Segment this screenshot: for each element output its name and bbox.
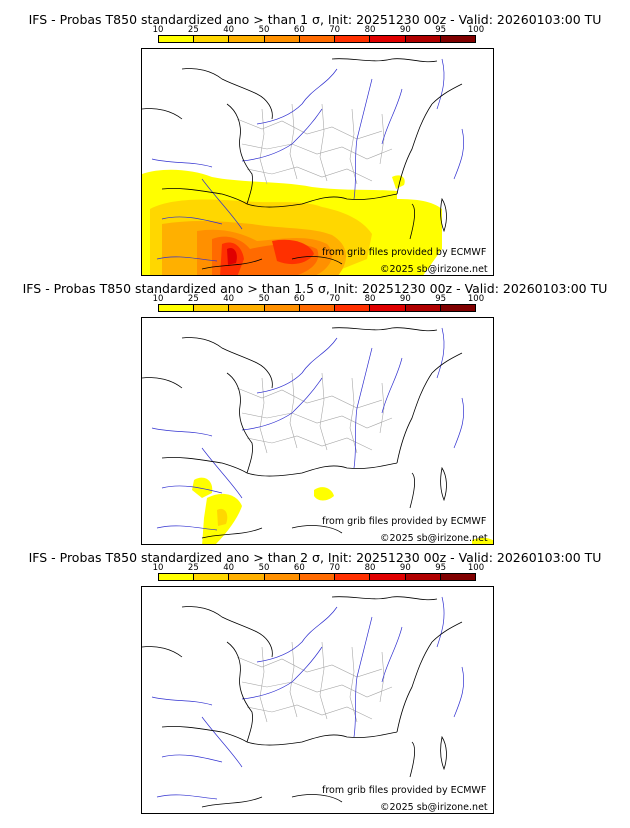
colorbar: 10 25 40 50 60 70 80 90 95 100 [153, 25, 485, 47]
colorbar-swatch [370, 305, 406, 311]
map-3: from grib files provided by ECMWF ©2025 … [141, 586, 494, 814]
colorbar-tick-label: 90 [399, 25, 411, 35]
credit-source: from grib files provided by ECMWF [322, 785, 487, 796]
colorbar-swatch [370, 574, 406, 580]
credit-copyright: ©2025 sb@irizone.net [380, 533, 488, 544]
colorbar-tick-label: 60 [293, 25, 305, 35]
colorbar-tick-label: 95 [435, 563, 447, 573]
colorbar-tick-label: 10 [152, 563, 164, 573]
colorbar-tick-label: 80 [364, 25, 376, 35]
colorbar-swatch [264, 305, 300, 311]
colorbar-tick-label: 100 [467, 294, 485, 304]
colorbar-swatch [159, 305, 195, 311]
colorbar-tick-label: 100 [467, 563, 485, 573]
colorbar-tick-label: 95 [435, 294, 447, 304]
colorbar-tick-label: 90 [399, 294, 411, 304]
colorbar-tick-label: 40 [223, 25, 235, 35]
colorbar-swatch [194, 36, 230, 42]
rivers [151, 327, 465, 531]
colorbar-tick-label: 25 [187, 25, 199, 35]
colorbar-swatch [264, 574, 300, 580]
map-svg [142, 58, 465, 275]
colorbar-swatch [299, 574, 336, 580]
colorbar-tick-label: 60 [293, 563, 305, 573]
probability-shading [192, 477, 493, 544]
colorbar-swatch [405, 36, 441, 42]
colorbar-ticks: 10 25 40 50 60 70 80 90 95 100 [153, 563, 485, 573]
coastlines [142, 58, 463, 270]
rivers [151, 596, 465, 800]
colorbar-tick-label: 50 [258, 563, 270, 573]
colorbar-tick-label: 80 [364, 563, 376, 573]
colorbar-swatch [264, 36, 300, 42]
credit-source: from grib files provided by ECMWF [322, 247, 487, 258]
colorbar-swatches [158, 304, 476, 312]
department-borders [236, 641, 393, 723]
colorbar-swatch [299, 305, 336, 311]
credit-copyright: ©2025 sb@irizone.net [380, 264, 488, 275]
colorbar-tick-label: 80 [364, 294, 376, 304]
colorbar-tick-label: 40 [223, 294, 235, 304]
colorbar-swatches [158, 573, 476, 581]
map-svg [142, 327, 493, 544]
panel-title: IFS - Probas T850 standardized ano > tha… [28, 12, 602, 27]
colorbar-swatch [405, 574, 441, 580]
colorbar-tick-label: 40 [223, 563, 235, 573]
colorbar-tick-label: 10 [152, 25, 164, 35]
colorbar-swatch [229, 36, 265, 42]
colorbar-swatch [405, 305, 441, 311]
colorbar-tick-label: 70 [329, 563, 341, 573]
colorbar-ticks: 10 25 40 50 60 70 80 90 95 100 [153, 294, 485, 304]
colorbar-swatch [229, 574, 265, 580]
colorbar-tick-label: 50 [258, 294, 270, 304]
colorbar-swatches [158, 35, 476, 43]
probability-shading [142, 169, 442, 275]
colorbar-tick-label: 90 [399, 563, 411, 573]
colorbar-swatch [159, 574, 195, 580]
colorbar-tick-label: 70 [329, 25, 341, 35]
colorbar-swatch [440, 305, 475, 311]
panel-title: IFS - Probas T850 standardized ano > tha… [28, 550, 602, 565]
colorbar-tick-label: 25 [187, 563, 199, 573]
colorbar-swatch [335, 574, 371, 580]
colorbar-tick-label: 25 [187, 294, 199, 304]
map-svg [142, 596, 465, 808]
colorbar-tick-label: 60 [293, 294, 305, 304]
colorbar-swatch [159, 36, 195, 42]
colorbar-swatch [370, 36, 406, 42]
map-1: from grib files provided by ECMWF ©2025 … [141, 48, 494, 276]
colorbar-swatch [229, 305, 265, 311]
department-borders [236, 103, 393, 185]
colorbar-tick-label: 100 [467, 25, 485, 35]
coastlines [142, 596, 463, 808]
colorbar-swatch [440, 574, 475, 580]
coastlines [142, 327, 463, 539]
colorbar-tick-label: 10 [152, 294, 164, 304]
colorbar-swatch [440, 36, 475, 42]
colorbar-swatch [335, 36, 371, 42]
colorbar: 10 25 40 50 60 70 80 90 95 100 [153, 294, 485, 316]
colorbar-swatch [194, 305, 230, 311]
colorbar-swatch [299, 36, 336, 42]
colorbar-tick-label: 70 [329, 294, 341, 304]
panel-title: IFS - Probas T850 standardized ano > tha… [22, 281, 608, 296]
credit-copyright: ©2025 sb@irizone.net [380, 802, 488, 813]
colorbar-tick-label: 50 [258, 25, 270, 35]
colorbar: 10 25 40 50 60 70 80 90 95 100 [153, 563, 485, 585]
credit-source: from grib files provided by ECMWF [322, 516, 487, 527]
colorbar-swatch [194, 574, 230, 580]
map-2: from grib files provided by ECMWF ©2025 … [141, 317, 494, 545]
rivers [151, 58, 465, 262]
colorbar-tick-label: 95 [435, 25, 447, 35]
colorbar-swatch [335, 305, 371, 311]
department-borders [236, 372, 393, 454]
colorbar-ticks: 10 25 40 50 60 70 80 90 95 100 [153, 25, 485, 35]
